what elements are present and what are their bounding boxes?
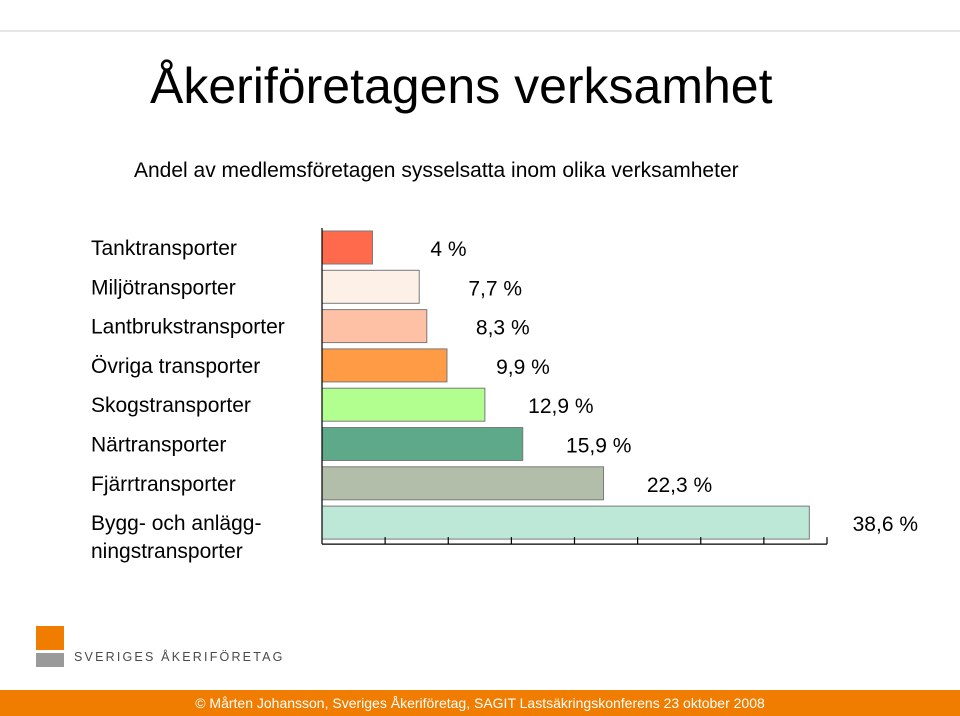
bar-4	[321, 387, 486, 422]
footer-bar: © Mårten Johansson, Sveriges Åkeriföreta…	[0, 690, 960, 716]
bar-6	[321, 466, 605, 501]
category-label-4: Skogstransporter	[91, 394, 251, 417]
value-label-5: 15,9 %	[566, 435, 631, 458]
category-label-7: Bygg- och anlägg-ningstransporter	[91, 512, 261, 563]
value-label-7: 38,6 %	[853, 513, 918, 536]
bar-5	[321, 427, 524, 461]
company-logo-text: SVERIGES ÅKERIFÖRETAG	[74, 650, 285, 664]
top-divider	[0, 30, 960, 32]
category-label-0: Tanktransporter	[91, 237, 237, 260]
bar-chart: Tanktransporter 4 % Miljötransporter 7,7 % L…	[91, 228, 918, 563]
value-label-0: 4 %	[430, 238, 466, 261]
category-label-6: Fjärrtransporter	[91, 473, 236, 496]
value-label-6: 22,3 %	[647, 474, 712, 497]
value-label-3: 9,9 %	[496, 356, 550, 379]
bar-7	[321, 505, 810, 540]
value-label-4: 12,9 %	[528, 395, 593, 418]
bar-3	[321, 348, 448, 383]
value-label-1: 7,7 %	[468, 277, 522, 300]
value-label-2: 8,3 %	[476, 317, 530, 340]
category-label-5: Närtransporter	[91, 434, 226, 457]
bar-2	[321, 309, 428, 344]
category-label-1: Miljötransporter	[91, 276, 236, 299]
category-label-3: Övriga transporter	[91, 355, 260, 378]
category-label-2: Lantbrukstransporter	[91, 316, 285, 339]
bar-1	[321, 269, 420, 304]
slide-title: Åkeriföretagens verksamhet	[150, 58, 773, 114]
bar-0	[321, 230, 373, 265]
company-logo-icon	[36, 626, 64, 667]
slide-subtitle: Andel av medlemsföretagen sysselsatta in…	[134, 159, 739, 182]
